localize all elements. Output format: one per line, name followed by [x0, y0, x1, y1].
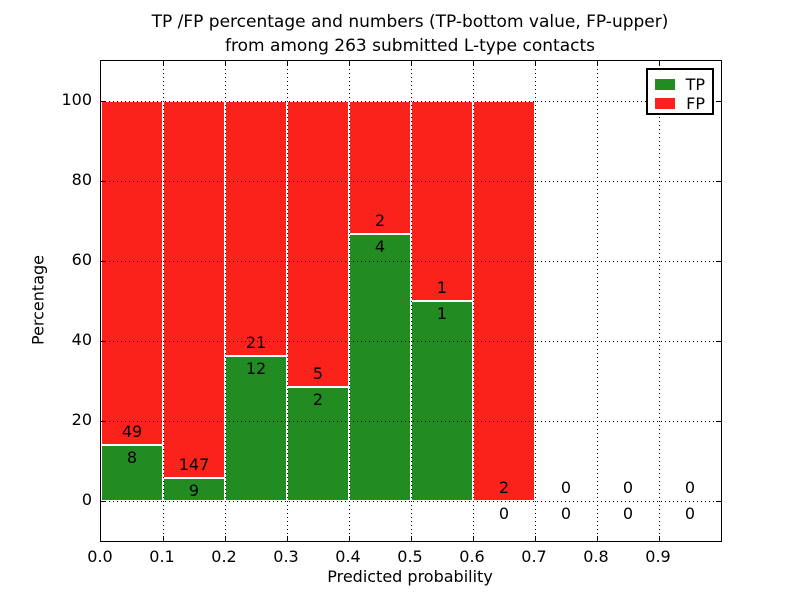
fp-count-label: 0 — [622, 478, 634, 497]
y-axis-label: Percentage — [28, 254, 48, 346]
fp-bar-segment — [287, 101, 349, 387]
x-tick-label: 0.0 — [87, 547, 113, 566]
y-tick-mark — [101, 261, 106, 262]
chart-title: TP /FP percentage and numbers (TP-bottom… — [100, 10, 720, 58]
fp-count-label: 0 — [684, 478, 696, 497]
y-tick-label: 80 — [71, 170, 92, 189]
x-tick-mark — [349, 61, 350, 66]
tp-count-label: 0 — [684, 504, 696, 523]
gridline-vertical — [225, 61, 226, 541]
tp-count-label: 2 — [312, 389, 324, 409]
legend-entry-fp: FP — [655, 94, 705, 113]
tp-count-label: 4 — [374, 237, 386, 257]
y-tick-mark — [101, 341, 106, 342]
x-tick-mark — [225, 61, 226, 66]
x-tick-mark — [163, 61, 164, 66]
x-tick-mark — [411, 61, 412, 66]
fp-bar-segment — [163, 101, 225, 478]
fp-legend-swatch-icon — [655, 98, 676, 109]
gridline-vertical — [597, 61, 598, 541]
x-tick-mark — [349, 536, 350, 541]
x-tick-mark — [659, 61, 660, 66]
y-tick-label: 20 — [71, 410, 92, 429]
y-tick-mark — [716, 261, 721, 262]
tp-legend-swatch-icon — [655, 79, 675, 90]
gridline-vertical — [287, 61, 288, 541]
y-tick-mark — [716, 501, 721, 502]
x-tick-mark — [287, 61, 288, 66]
x-tick-mark — [535, 536, 536, 541]
x-tick-mark — [535, 61, 536, 66]
fp-count-label: 49 — [121, 421, 143, 441]
gridline-vertical — [411, 61, 412, 541]
tp-count-label: 0 — [498, 504, 510, 523]
gridline-vertical — [163, 61, 164, 541]
x-tick-mark — [597, 61, 598, 66]
tp-count-label: 0 — [560, 504, 572, 523]
y-tick-label: 100 — [61, 90, 92, 109]
fp-legend-label: FP — [686, 93, 705, 113]
tp-legend-label: TP — [685, 74, 705, 94]
y-tick-mark — [716, 101, 721, 102]
tp-count-label: 9 — [188, 480, 200, 500]
y-tick-mark — [101, 501, 106, 502]
fp-bar-segment — [225, 101, 287, 356]
x-tick-mark — [411, 536, 412, 541]
x-tick-label: 0.7 — [521, 547, 547, 566]
tp-count-label: 1 — [436, 304, 448, 323]
y-tick-mark — [716, 421, 721, 422]
fp-count-label: 0 — [560, 478, 572, 497]
fp-bar-segment — [101, 101, 163, 445]
fp-count-label: 2 — [498, 478, 510, 497]
x-tick-mark — [659, 536, 660, 541]
tp-bar-segment — [349, 234, 411, 501]
fp-count-label: 21 — [245, 332, 267, 352]
x-tick-label: 0.3 — [273, 547, 299, 566]
fp-count-label: 5 — [312, 363, 324, 383]
x-tick-mark — [163, 536, 164, 541]
x-tick-label: 0.6 — [459, 547, 485, 566]
fp-count-label: 147 — [178, 454, 210, 474]
tp-count-label: 0 — [622, 504, 634, 523]
x-tick-mark — [473, 61, 474, 66]
x-tick-mark — [473, 536, 474, 541]
x-axis-label: Predicted probability — [327, 567, 493, 586]
gridline-vertical — [349, 61, 350, 541]
legend-entry-tp: TP — [655, 75, 705, 94]
y-tick-label: 0 — [81, 490, 92, 509]
x-tick-label: 0.4 — [335, 547, 361, 566]
tp-count-label: 12 — [245, 358, 267, 378]
fp-bar-segment — [411, 101, 473, 301]
x-tick-label: 0.5 — [397, 547, 423, 566]
gridline-vertical — [659, 61, 660, 541]
y-tick-label: 60 — [71, 250, 92, 269]
tp-bar-segment — [411, 301, 473, 501]
y-tick-mark — [716, 341, 721, 342]
fp-bar-segment — [473, 101, 535, 501]
tp-bar-segment — [101, 444, 163, 501]
fp-count-label: 2 — [374, 211, 386, 231]
y-tick-mark — [101, 101, 106, 102]
chart-title-line1: TP /FP percentage and numbers (TP-bottom… — [151, 12, 669, 32]
gridline-vertical — [473, 61, 474, 541]
y-tick-label: 40 — [71, 330, 92, 349]
gridline-vertical — [535, 61, 536, 541]
x-tick-mark — [287, 536, 288, 541]
plot-area: 49 8 147 9 21 12 5 2 2 4 1 1 2 0 0 0 0 0 0 0 TP FP — [100, 60, 722, 542]
fp-count-label: 1 — [436, 278, 448, 297]
tp-count-label: 8 — [126, 447, 138, 467]
x-tick-label: 0.9 — [645, 547, 671, 566]
x-tick-label: 0.1 — [149, 547, 175, 566]
x-tick-mark — [597, 536, 598, 541]
y-tick-mark — [101, 181, 106, 182]
chart-title-line2: from among 263 submitted L-type contacts — [224, 36, 595, 56]
x-tick-label: 0.8 — [583, 547, 609, 566]
y-tick-mark — [716, 181, 721, 182]
legend: TP FP — [646, 68, 714, 115]
x-tick-mark — [225, 536, 226, 541]
y-tick-mark — [101, 421, 106, 422]
x-tick-label: 0.2 — [211, 547, 237, 566]
